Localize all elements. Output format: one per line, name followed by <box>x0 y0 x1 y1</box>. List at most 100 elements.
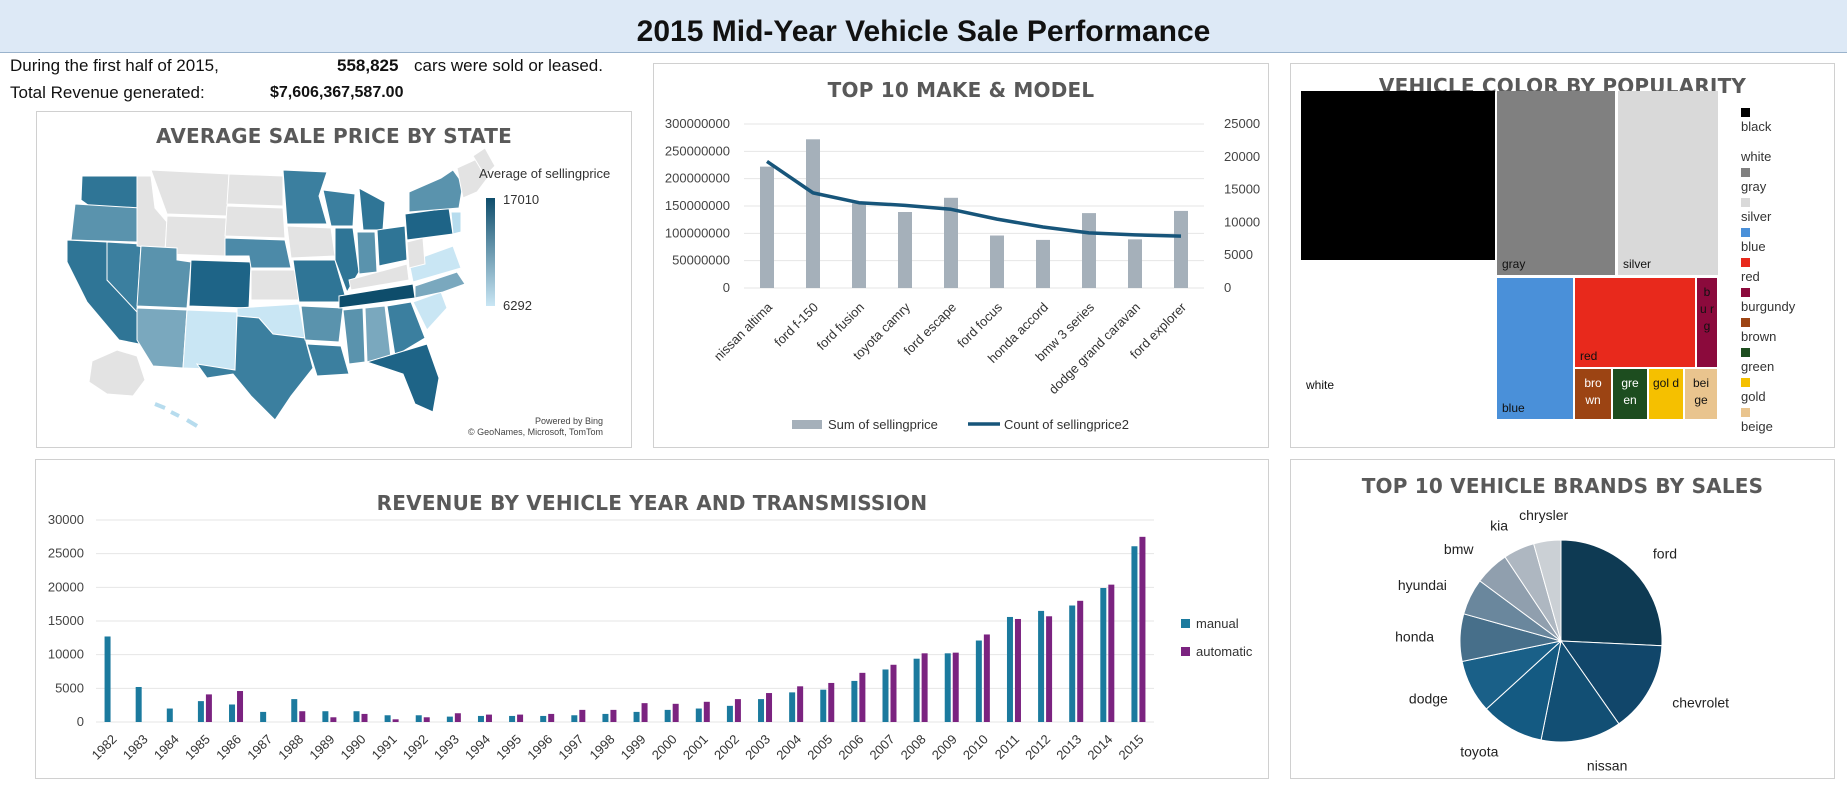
treemap-tile-beige[interactable]: bei ge <box>1685 369 1717 419</box>
pie-slice-chrysler[interactable] <box>1533 539 1562 642</box>
revenue-bar-automatic[interactable] <box>797 686 804 722</box>
revenue-bar-manual[interactable] <box>291 699 298 722</box>
revenue-bar-manual[interactable] <box>477 715 484 722</box>
revenue-bar-manual[interactable] <box>1069 605 1076 722</box>
revenue-bar-automatic[interactable] <box>952 652 959 722</box>
revenue-bar-manual[interactable] <box>229 704 236 722</box>
treemap-tile-gold[interactable]: gol d <box>1649 369 1683 419</box>
make-model-bar[interactable] <box>1128 239 1142 288</box>
revenue-bar-automatic[interactable] <box>859 672 866 722</box>
make-model-bar[interactable] <box>990 235 1004 288</box>
revenue-bar-automatic[interactable] <box>1077 600 1084 722</box>
revenue-bar-automatic[interactable] <box>1139 536 1146 722</box>
treemap-tile-green[interactable]: gre en <box>1613 369 1647 419</box>
revenue-bar-automatic[interactable] <box>454 713 461 722</box>
revenue-bar-automatic[interactable] <box>921 653 928 722</box>
make-model-panel[interactable]: TOP 10 MAKE & MODEL 0 50000000 100000000 15… <box>653 63 1269 448</box>
revenue-bar-automatic[interactable] <box>828 682 835 722</box>
pie-slice-ford[interactable] <box>1560 539 1663 647</box>
treemap-tile-red[interactable]: red <box>1575 278 1695 367</box>
revenue-bar-manual[interactable] <box>540 715 547 722</box>
revenue-bar-manual[interactable] <box>913 658 920 722</box>
treemap-tile-blue[interactable]: blue <box>1497 278 1573 419</box>
revenue-bar-manual[interactable] <box>851 680 858 722</box>
revenue-bar-manual[interactable] <box>664 709 671 722</box>
revenue-bar-manual[interactable] <box>415 715 422 722</box>
count-line[interactable] <box>766 159 1182 238</box>
revenue-bar-manual[interactable] <box>882 669 889 722</box>
revenue-bar-automatic[interactable] <box>517 714 524 722</box>
treemap-tile-burgundy[interactable]: b u r g <box>1697 278 1717 367</box>
revenue-bar-manual[interactable] <box>1100 588 1107 722</box>
revenue-bar-manual[interactable] <box>975 640 982 722</box>
revenue-bar-manual[interactable] <box>758 699 765 722</box>
revenue-bar-manual[interactable] <box>1006 616 1013 722</box>
revenue-bar-automatic[interactable] <box>983 634 990 722</box>
make-model-chart[interactable]: 0 50000000 100000000 150000000 200000000 2500… <box>654 64 1270 449</box>
revenue-bar-manual[interactable] <box>1038 610 1045 722</box>
revenue-bar-manual[interactable] <box>135 686 142 722</box>
revenue-bar-automatic[interactable] <box>392 719 399 722</box>
revenue-bar-manual[interactable] <box>944 653 951 722</box>
revenue-bar-manual[interactable] <box>789 692 796 722</box>
revenue-bar-automatic[interactable] <box>610 709 617 722</box>
treemap-tile-gray[interactable]: gray <box>1497 91 1615 275</box>
revenue-bar-automatic[interactable] <box>579 709 586 722</box>
revenue-bar-automatic[interactable] <box>548 713 555 722</box>
make-model-bar[interactable] <box>852 203 866 288</box>
revenue-bar-automatic[interactable] <box>205 694 212 722</box>
us-states[interactable] <box>66 147 496 428</box>
revenue-bar-automatic[interactable] <box>423 717 430 722</box>
revenue-bar-manual[interactable] <box>726 705 733 722</box>
revenue-bar-automatic[interactable] <box>890 664 897 722</box>
revenue-bar-automatic[interactable] <box>672 703 679 722</box>
revenue-bar-manual[interactable] <box>571 715 578 722</box>
treemap-tile-black[interactable] <box>1301 91 1495 260</box>
revenue-bar-automatic[interactable] <box>237 691 244 722</box>
revenue-bar-manual[interactable] <box>633 711 640 722</box>
revenue-bar-manual[interactable] <box>446 716 453 722</box>
revenue-bar-automatic[interactable] <box>485 714 492 722</box>
revenue-bar-manual[interactable] <box>384 715 391 722</box>
revenue-bar-manual[interactable] <box>353 711 360 722</box>
revenue-bar-manual[interactable] <box>197 701 204 722</box>
revenue-bar-automatic[interactable] <box>1108 584 1115 722</box>
revenue-bar-manual[interactable] <box>260 711 267 722</box>
revenue-bar-automatic[interactable] <box>641 703 648 722</box>
revenue-bar-manual[interactable] <box>820 689 827 722</box>
revenue-bar-automatic[interactable] <box>299 711 306 722</box>
color-panel[interactable]: VEHICLE COLOR BY POPULARITY white gray sil… <box>1290 63 1835 448</box>
make-model-bar[interactable] <box>1174 210 1188 288</box>
revenue-bar-automatic[interactable] <box>361 713 368 722</box>
revenue-bar-manual[interactable] <box>1131 546 1138 722</box>
revenue-bar-manual[interactable] <box>695 708 702 722</box>
revenue-bar-manual[interactable] <box>322 711 329 722</box>
revenue-bar-automatic[interactable] <box>330 717 337 722</box>
revenue-panel[interactable]: REVENUE BY VEHICLE YEAR AND TRANSMISSION… <box>35 459 1269 779</box>
treemap-tile-brown[interactable]: bro wn <box>1575 369 1611 419</box>
revenue-bar-manual[interactable] <box>104 636 111 722</box>
make-model-bar[interactable] <box>944 197 958 288</box>
pie-slice-nissan[interactable] <box>1540 639 1620 743</box>
revenue-bar-manual[interactable] <box>166 708 173 722</box>
revenue-bar-automatic[interactable] <box>1014 618 1021 722</box>
make-model-bar[interactable] <box>760 166 774 288</box>
revenue-bar-automatic[interactable] <box>703 701 710 722</box>
make-model-bar[interactable] <box>806 139 820 288</box>
revenue-bar-manual[interactable] <box>509 715 516 722</box>
brands-panel[interactable]: TOP 10 VEHICLE BRANDS BY SALES ford chevr… <box>1290 459 1835 779</box>
revenue-bar-automatic[interactable] <box>766 693 773 722</box>
make-model-bar[interactable] <box>1036 239 1050 288</box>
revenue-bar-manual[interactable] <box>602 713 609 722</box>
revenue-bar-automatic[interactable] <box>1046 616 1053 722</box>
treemap-tile-white[interactable]: white <box>1301 262 1495 396</box>
make-model-bar[interactable] <box>1082 213 1096 288</box>
treemap-tile-silver[interactable]: silver <box>1618 91 1718 275</box>
map-panel[interactable]: AVERAGE SALE PRICE BY STATE <box>36 111 632 448</box>
revenue-bar-automatic[interactable] <box>734 699 741 722</box>
brands-pie-chart[interactable]: ford chevrolet nissan toyota dodge honda hyund… <box>1291 460 1836 780</box>
us-map[interactable] <box>37 112 633 449</box>
pie-slice-chevrolet[interactable] <box>1560 640 1663 725</box>
make-model-bar[interactable] <box>898 212 912 288</box>
